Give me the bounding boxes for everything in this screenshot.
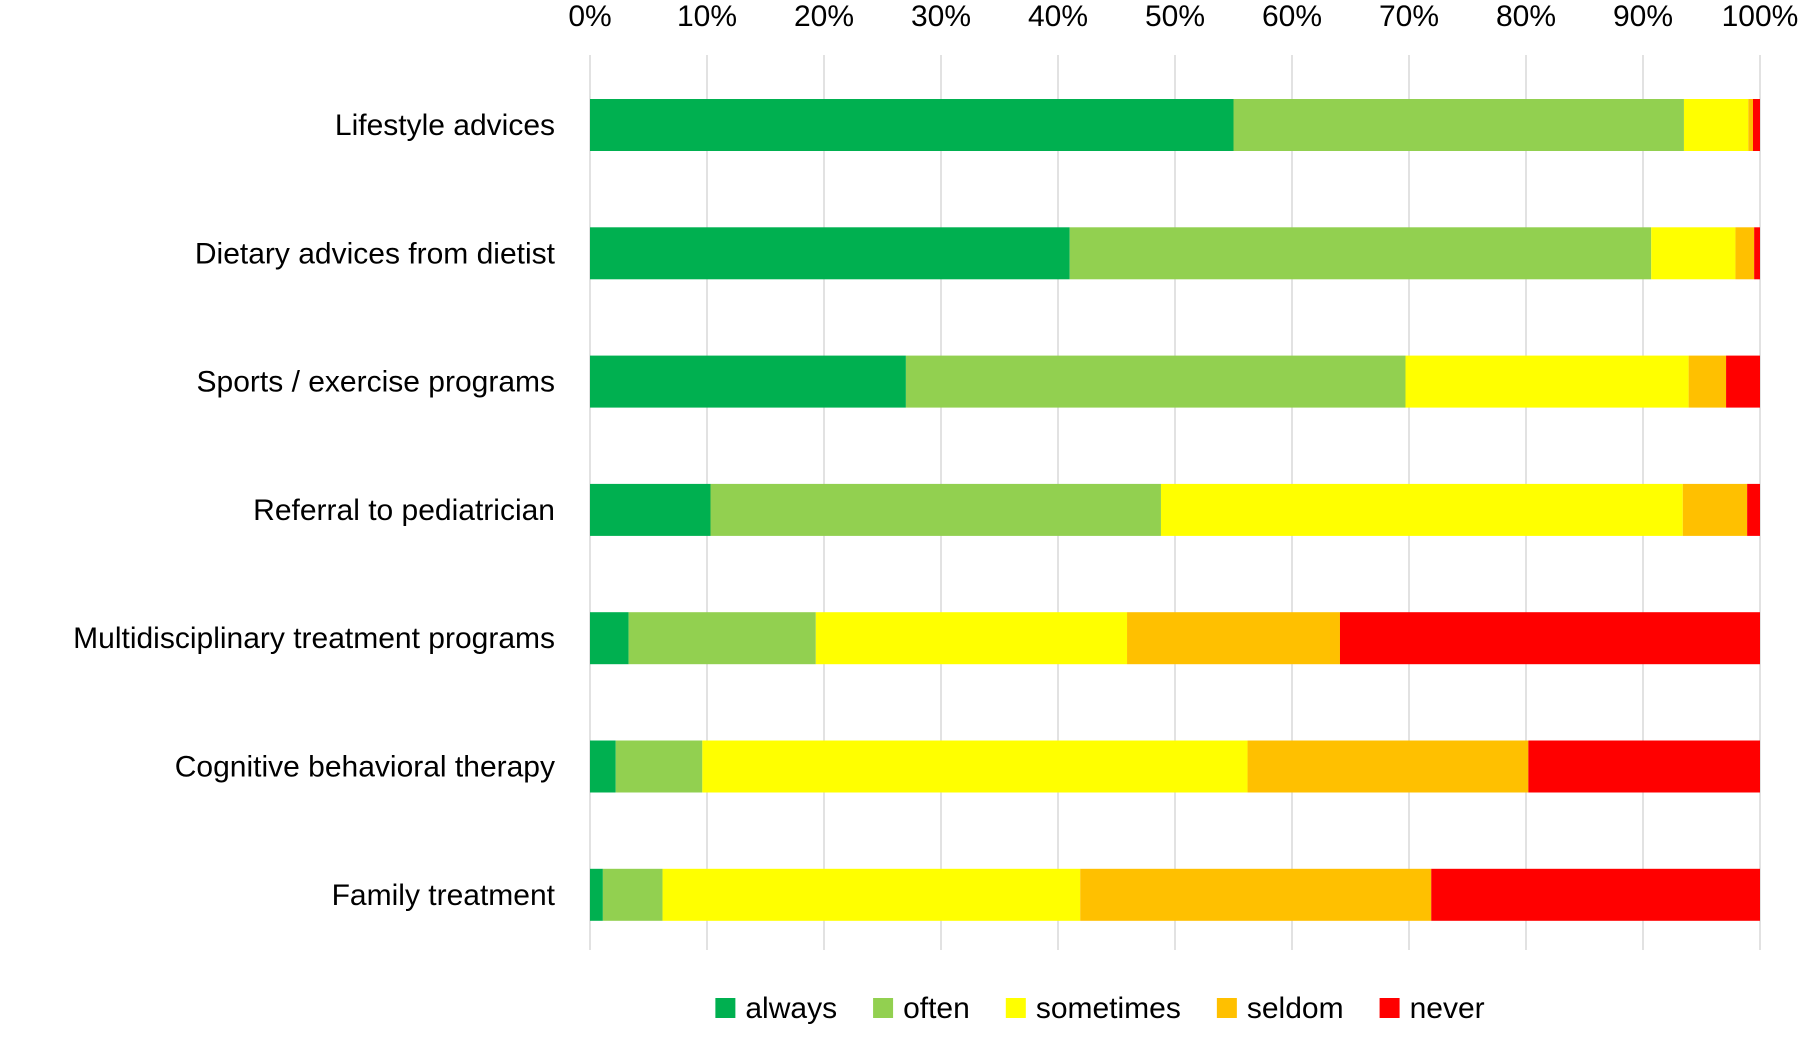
- x-tick-label: 50%: [1145, 0, 1205, 33]
- legend-label-never: never: [1410, 992, 1485, 1025]
- bar-lifestyle-advices-seldom: [1748, 99, 1753, 151]
- bar-multidisciplinary-treatment-programs-seldom: [1127, 612, 1340, 665]
- x-axis-ticks: 0% 10% 20% 30% 40% 50% 60% 70% 80% 90% 100%: [568, 0, 1798, 33]
- bar-lifestyle-advices-never: [1752, 99, 1760, 151]
- legend-label-sometimes: sometimes: [1036, 992, 1181, 1025]
- bar-lifestyle-advices-often: [1233, 99, 1684, 151]
- legend: always often sometimes seldom never: [715, 992, 1485, 1025]
- bar-referral-to-pediatrician-often: [710, 483, 1161, 536]
- bar-multidisciplinary-treatment-programs-often: [628, 612, 816, 665]
- x-tick-label: 20%: [794, 0, 854, 33]
- x-tick-label: 70%: [1379, 0, 1439, 33]
- x-tick-label: 40%: [1028, 0, 1088, 33]
- x-tick-label: 0%: [568, 0, 611, 33]
- legend-swatch-always: [715, 998, 736, 1018]
- category-label-multidisciplinary-treatment-programs: Multidisciplinary treatment programs: [73, 622, 555, 655]
- category-label-family-treatment: Family treatment: [332, 879, 556, 912]
- bar-sports-exercise-programs-often: [905, 355, 1406, 408]
- legend-swatch-sometimes: [1005, 998, 1026, 1018]
- legend-item-often: often: [873, 992, 970, 1025]
- bar-multidisciplinary-treatment-programs-always: [590, 612, 629, 665]
- legend-swatch-seldom: [1216, 998, 1237, 1018]
- bar-cognitive-behavioral-therapy-often: [615, 740, 703, 793]
- legend-label-often: often: [903, 992, 970, 1025]
- category-label-sports-exercise-programs: Sports / exercise programs: [197, 366, 555, 399]
- legend-item-sometimes: sometimes: [1005, 992, 1181, 1025]
- bar-dietary-advices-from-dietist-seldom: [1735, 227, 1755, 280]
- bar-family-treatment-never: [1431, 868, 1760, 921]
- legend-item-seldom: seldom: [1216, 992, 1344, 1025]
- legend-item-never: never: [1379, 992, 1485, 1025]
- bar-referral-to-pediatrician-seldom: [1682, 483, 1748, 536]
- bars: [590, 99, 1760, 921]
- bar-sports-exercise-programs-sometimes: [1405, 355, 1689, 408]
- bar-cognitive-behavioral-therapy-always: [590, 740, 616, 793]
- bar-sports-exercise-programs-never: [1726, 355, 1760, 408]
- bar-referral-to-pediatrician-never: [1747, 483, 1760, 536]
- bar-family-treatment-sometimes: [662, 868, 1081, 921]
- bar-referral-to-pediatrician-always: [590, 483, 711, 536]
- bar-lifestyle-advices-sometimes: [1683, 99, 1749, 151]
- x-tick-label: 100%: [1722, 0, 1799, 33]
- bar-family-treatment-always: [590, 868, 603, 921]
- bar-dietary-advices-from-dietist-never: [1754, 227, 1760, 280]
- category-label-dietary-advices-from-dietist: Dietary advices from dietist: [195, 237, 556, 270]
- bar-family-treatment-seldom: [1080, 868, 1432, 921]
- x-tick-label: 90%: [1613, 0, 1673, 33]
- bar-lifestyle-advices-always: [590, 99, 1234, 151]
- category-label-lifestyle-advices: Lifestyle advices: [335, 109, 555, 142]
- x-tick-label: 60%: [1262, 0, 1322, 33]
- bar-cognitive-behavioral-therapy-seldom: [1247, 740, 1529, 793]
- legend-label-always: always: [745, 992, 837, 1025]
- bar-dietary-advices-from-dietist-often: [1069, 227, 1652, 280]
- bar-multidisciplinary-treatment-programs-never: [1339, 612, 1760, 665]
- legend-label-seldom: seldom: [1247, 992, 1344, 1025]
- category-label-cognitive-behavioral-therapy: Cognitive behavioral therapy: [175, 751, 555, 784]
- bar-sports-exercise-programs-seldom: [1688, 355, 1727, 408]
- category-label-referral-to-pediatrician: Referral to pediatrician: [253, 494, 555, 527]
- category-labels: Lifestyle advices Dietary advices from di…: [73, 109, 556, 912]
- bar-dietary-advices-from-dietist-always: [590, 227, 1070, 280]
- bar-cognitive-behavioral-therapy-sometimes: [702, 740, 1248, 793]
- x-tick-label: 80%: [1496, 0, 1556, 33]
- bar-cognitive-behavioral-therapy-never: [1528, 740, 1760, 793]
- x-tick-label: 30%: [911, 0, 971, 33]
- bar-dietary-advices-from-dietist-sometimes: [1651, 227, 1736, 280]
- legend-swatch-never: [1379, 998, 1400, 1018]
- legend-item-always: always: [715, 992, 837, 1025]
- bar-sports-exercise-programs-always: [590, 355, 906, 408]
- legend-swatch-often: [873, 998, 894, 1018]
- bar-multidisciplinary-treatment-programs-sometimes: [815, 612, 1128, 665]
- x-tick-label: 10%: [677, 0, 737, 33]
- bar-referral-to-pediatrician-sometimes: [1160, 483, 1683, 536]
- bar-family-treatment-often: [602, 868, 663, 921]
